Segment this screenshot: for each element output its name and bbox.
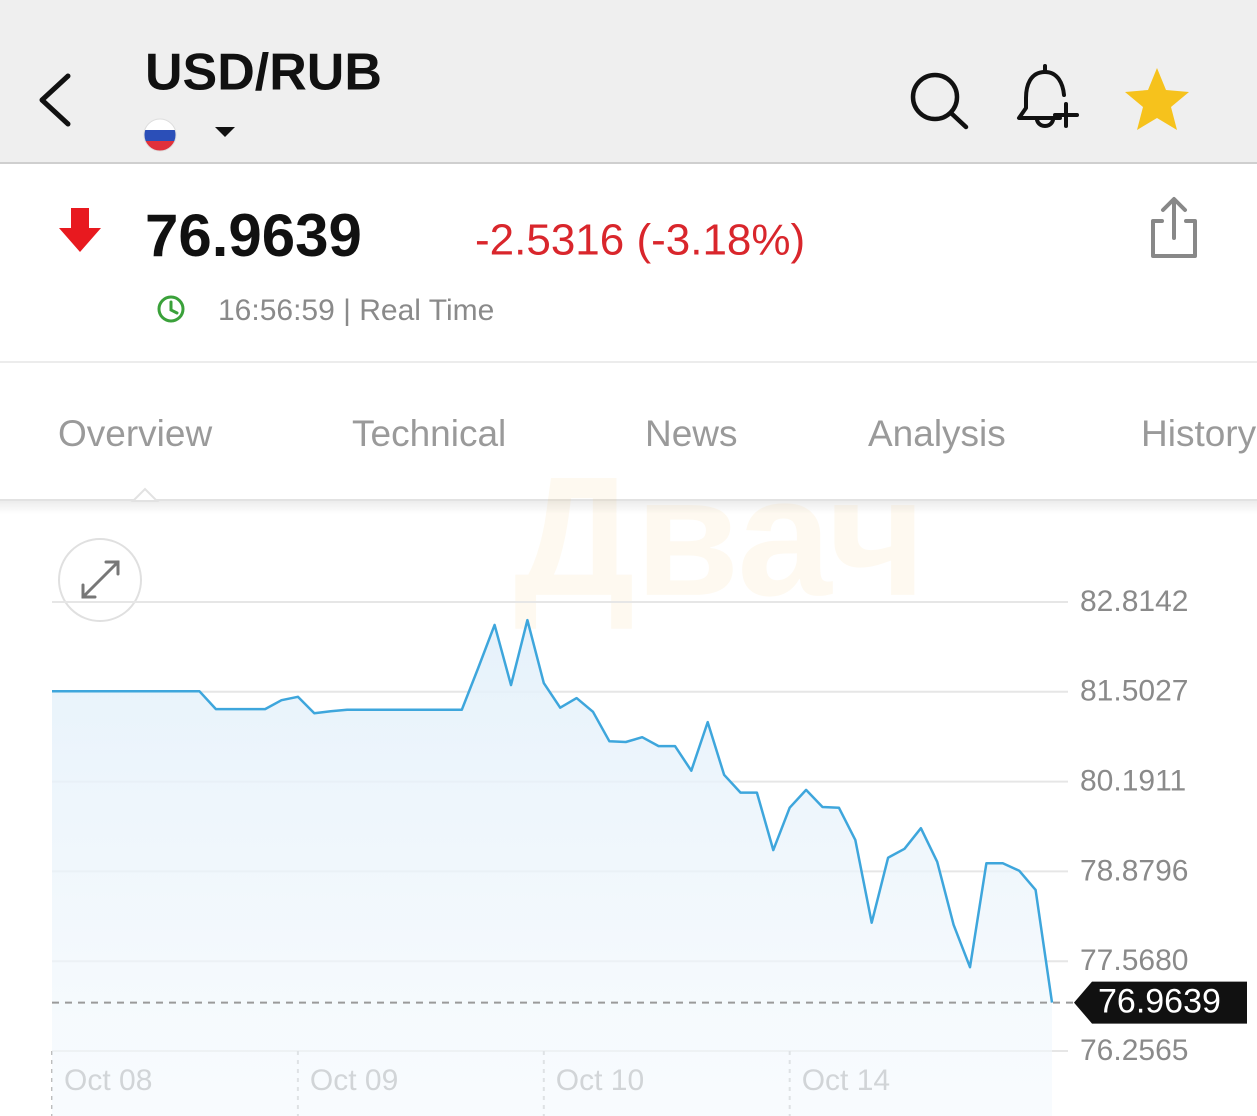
area — [52, 620, 1052, 1116]
clock-icon — [157, 295, 185, 323]
down-arrow — [59, 208, 101, 252]
y-tick-label: 77.5680 — [1080, 944, 1188, 977]
y-tick-label: 80.1911 — [1080, 765, 1186, 798]
expand-button[interactable] — [58, 538, 142, 622]
favorite-star[interactable] — [1125, 68, 1189, 130]
tab-bar: Overview Technical News Analysis History — [58, 413, 1257, 454]
search-icon[interactable] — [910, 72, 969, 130]
tab[interactable]: Analysis — [868, 413, 1006, 454]
last-price-label: 76.9639 — [1098, 983, 1221, 1021]
tab[interactable]: Technical — [352, 413, 506, 454]
tab[interactable]: News — [645, 413, 738, 454]
dropdown-caret[interactable] — [215, 127, 235, 137]
price-line — [52, 618, 1054, 1003]
share-icon[interactable] — [1151, 197, 1197, 258]
y-tick-label: 81.5027 — [1080, 675, 1188, 708]
price: 76.9639 — [145, 202, 362, 269]
flag[interactable] — [144, 119, 176, 152]
flag-border — [143, 118, 177, 152]
alert-icon[interactable] — [1017, 64, 1079, 128]
tab-indicator — [130, 487, 160, 502]
back-button[interactable] — [39, 73, 71, 127]
pair-title: USD/RUB — [145, 44, 382, 102]
y-tick-label: 76.2565 — [1080, 1034, 1188, 1067]
tab-shadow — [0, 500, 1257, 514]
y-tick-label: 82.8142 — [1080, 585, 1188, 618]
tab[interactable]: Overview — [58, 413, 212, 454]
tab[interactable]: History — [1141, 413, 1257, 454]
header-bar — [0, 0, 1257, 163]
y-tick-label: 78.8796 — [1080, 854, 1188, 887]
price-change: -2.5316 (-3.18%) — [475, 216, 805, 265]
last-price-tag — [1074, 981, 1247, 1024]
quote-time: 16:56:59 | Real Time — [218, 294, 494, 327]
chart: 82.8142 81.5027 80.1911 78.8796 77.5680 76.25… — [51, 585, 1247, 1116]
watermark: Двач — [514, 442, 926, 632]
